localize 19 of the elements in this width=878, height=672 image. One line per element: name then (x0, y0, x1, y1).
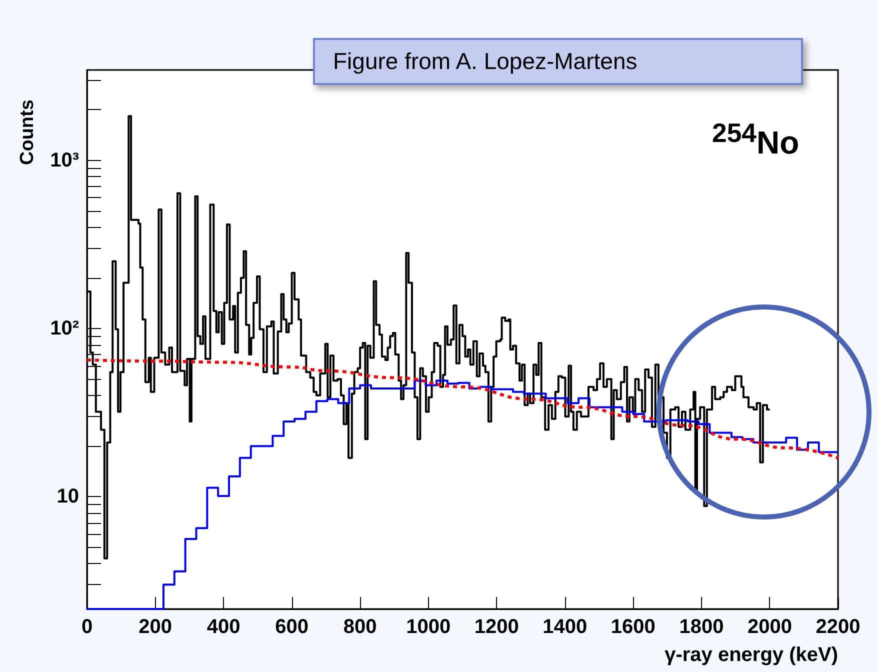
y-tick-label: 10³ (50, 149, 80, 172)
y-axis-title: Counts (17, 100, 38, 165)
x-tick-label: 1200 (474, 616, 519, 638)
x-tick-label: 400 (206, 616, 240, 638)
y-tick-label: 10 (56, 486, 79, 508)
annotation: $^{254}$No (712, 118, 800, 162)
x-tick-label: 1800 (679, 616, 724, 638)
x-axis-title: γ-ray energy (keV) (664, 644, 838, 666)
y-tick-label: 10² (50, 317, 80, 340)
x-tick-label: 1600 (610, 616, 656, 638)
x-tick-label: 200 (138, 616, 172, 638)
x-tick-label: 2200 (816, 616, 860, 638)
x-tick-label: 0 (81, 616, 93, 638)
x-tick-label: 1000 (406, 616, 451, 638)
x-tick-label: 800 (343, 616, 377, 638)
x-tick-label: 600 (275, 616, 309, 638)
x-tick-label: 2000 (747, 616, 792, 638)
line-series (86, 358, 840, 460)
x-tick-label: 1400 (542, 616, 588, 638)
